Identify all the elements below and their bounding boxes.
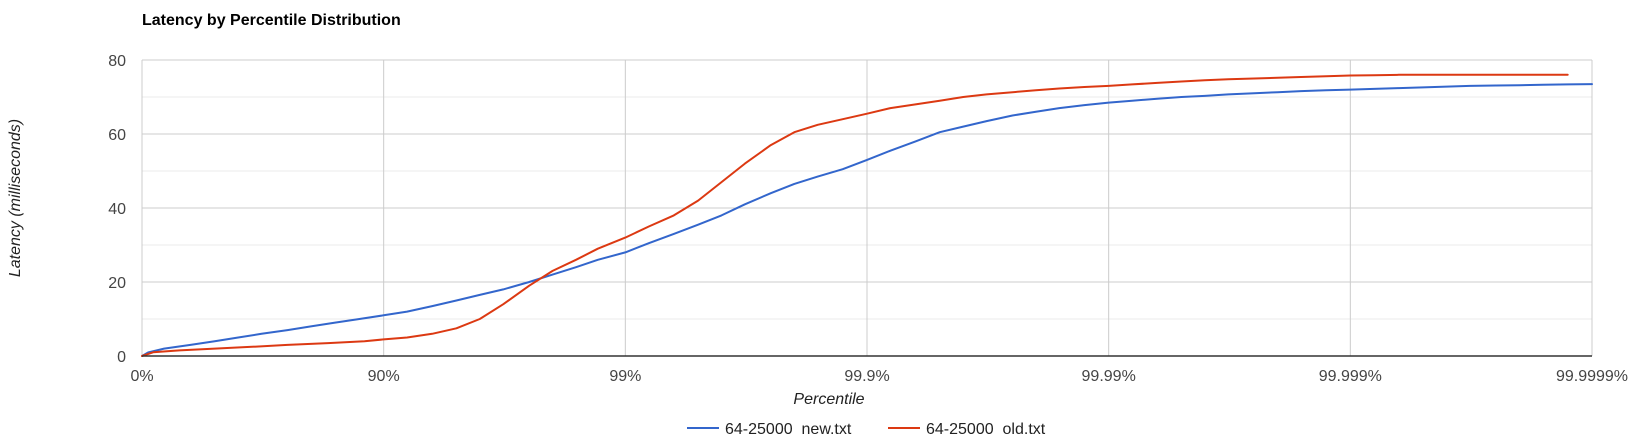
x-tick-label: 99% xyxy=(609,368,641,385)
y-tick-label: 20 xyxy=(108,275,126,292)
y-tick-label: 80 xyxy=(108,53,126,70)
x-axis-title: Percentile xyxy=(793,391,864,408)
series-line-64-25000-new-txt xyxy=(141,83,1593,357)
y-tick-label: 40 xyxy=(108,201,126,218)
x-tick-label: 90% xyxy=(368,368,400,385)
axes: 0 20 40 60 80 0% 90% 99% 99.9% 99.99% 99.999% 99.99… xyxy=(108,53,1628,385)
legend-label: 64-25000_old.txt xyxy=(926,421,1046,436)
x-tick-label: 99.999% xyxy=(1319,368,1382,385)
x-tick-label: 99.9% xyxy=(844,368,889,385)
legend: 64-25000_new.txt 64-25000_old.txt xyxy=(687,421,1046,436)
grid xyxy=(141,59,1593,357)
y-tick-label: 60 xyxy=(108,127,126,144)
x-tick-label: 0% xyxy=(130,368,153,385)
x-tick-label: 99.99% xyxy=(1082,368,1136,385)
series-lines xyxy=(141,73,1593,357)
y-axis-title: Latency (milliseconds) xyxy=(7,119,24,277)
y-tick-label: 0 xyxy=(117,349,126,366)
legend-label: 64-25000_new.txt xyxy=(725,421,852,436)
series-line-64-25000-old-txt xyxy=(141,73,1569,357)
chart-title: Latency by Percentile Distribution xyxy=(142,12,401,29)
x-tick-label: 99.9999% xyxy=(1556,368,1628,385)
